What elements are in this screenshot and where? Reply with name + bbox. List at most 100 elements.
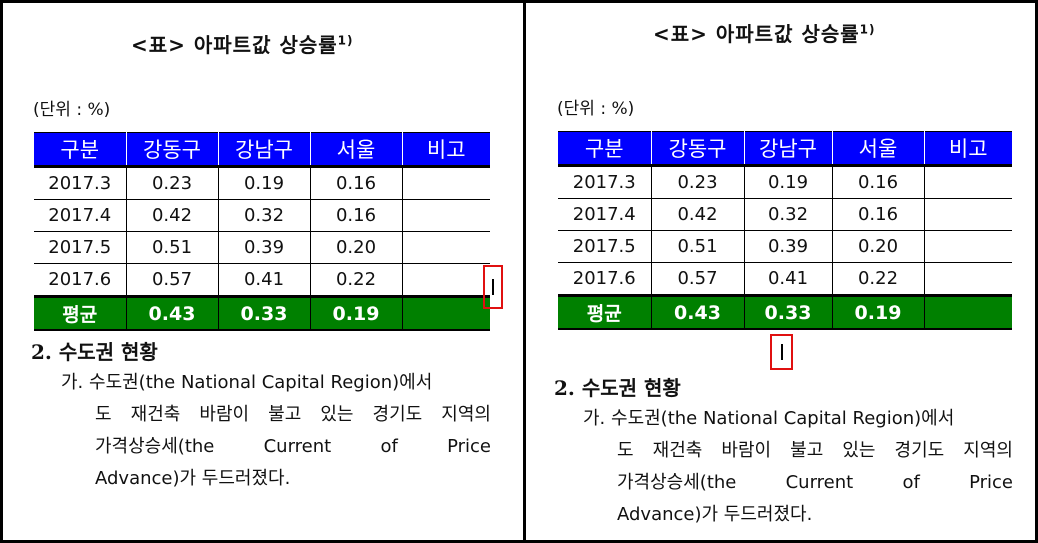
paragraph-line: 가. 수도권(the National Capital Region)에서	[583, 408, 955, 429]
text-cursor-icon	[781, 344, 783, 360]
text-cursor-icon	[492, 279, 494, 295]
table-cell[interactable]: 2017.4	[558, 198, 652, 231]
table-row: 2017.4 0.42 0.32 0.16	[558, 198, 1012, 231]
table-cell[interactable]: 0.20	[832, 230, 925, 263]
table-cell[interactable]	[924, 230, 1012, 263]
table-title: <표> 아파트값 상승률1)	[131, 29, 354, 58]
table-cell[interactable]	[402, 166, 490, 200]
header-cell: 구분	[558, 131, 652, 167]
table-cell[interactable]: 0.42	[126, 199, 219, 232]
table-cell[interactable]: 2017.4	[34, 199, 127, 232]
average-cell[interactable]: 0.19	[832, 294, 925, 330]
average-row: 평균 0.43 0.33 0.19	[558, 294, 1012, 330]
table-title-text: <표> 아파트값 상승률	[131, 33, 338, 57]
table-cell[interactable]	[924, 198, 1012, 231]
table-header-row: 구분 강동구 강남구 서울 비고	[34, 132, 490, 168]
header-cell: 강남구	[218, 132, 311, 168]
table-row: 2017.5 0.51 0.39 0.20	[34, 231, 490, 264]
table-title-text: <표> 아파트값 상승률	[653, 22, 860, 46]
table-cell[interactable]: 0.41	[744, 262, 833, 296]
table-cell[interactable]: 0.51	[651, 230, 745, 263]
table-cell[interactable]: 0.39	[744, 230, 833, 263]
paragraph-line: 가격상승세(the Current of Price	[95, 436, 491, 457]
table-cell[interactable]	[402, 263, 490, 297]
header-cell: 강남구	[744, 131, 833, 167]
table-cell[interactable]: 2017.5	[34, 231, 127, 264]
table-cell[interactable]: 0.16	[832, 198, 925, 231]
text-cursor-highlight[interactable]	[483, 265, 503, 309]
average-cell[interactable]: 0.43	[126, 295, 219, 331]
table-row: 2017.6 0.57 0.41 0.22	[558, 262, 1012, 296]
section-heading: 2. 수도권 현황	[554, 376, 681, 400]
section-paragraph: 가. 수도권(the National Capital Region)에서 도 …	[61, 367, 491, 495]
table-cell[interactable]: 0.32	[744, 198, 833, 231]
average-cell[interactable]: 0.33	[744, 294, 833, 330]
paragraph-line: 가. 수도권(the National Capital Region)에서	[61, 372, 433, 393]
table-cell[interactable]	[924, 165, 1012, 199]
table-cell[interactable]: 0.19	[744, 165, 833, 199]
average-cell[interactable]: 평균	[34, 295, 127, 331]
average-cell[interactable]: 0.19	[310, 295, 403, 331]
header-cell: 서울	[832, 131, 925, 167]
table-cell[interactable]: 0.16	[832, 165, 925, 199]
table-row: 2017.6 0.57 0.41 0.22	[34, 263, 490, 297]
table-cell[interactable]: 2017.3	[34, 166, 127, 200]
table-cell[interactable]: 0.16	[310, 199, 403, 232]
table-cell[interactable]: 0.23	[651, 165, 745, 199]
table-cell[interactable]: 2017.6	[558, 262, 652, 296]
paragraph-line: 도 재건축 바람이 불고 있는 경기도 지역의	[617, 440, 1013, 461]
average-cell[interactable]	[924, 294, 1012, 330]
right-panel: <표> 아파트값 상승률1) (단위 : %) 구분 강동구 강남구 서울 비고…	[523, 0, 1038, 543]
left-panel: <표> 아파트값 상승률1) (단위 : %) 구분 강동구 강남구 서울 비고…	[0, 0, 527, 543]
unit-label: (단위 : %)	[557, 99, 635, 119]
average-cell[interactable]: 0.33	[218, 295, 311, 331]
table-cell[interactable]: 0.23	[126, 166, 219, 200]
table-cell[interactable]: 0.16	[310, 166, 403, 200]
average-row: 평균 0.43 0.33 0.19	[34, 295, 490, 331]
average-cell[interactable]	[402, 295, 490, 331]
table-cell[interactable]: 0.22	[832, 262, 925, 296]
table-cell[interactable]: 0.42	[651, 198, 745, 231]
table-row: 2017.5 0.51 0.39 0.20	[558, 230, 1012, 263]
header-cell: 비고	[924, 131, 1012, 167]
unit-label: (단위 : %)	[33, 100, 111, 120]
text-cursor-highlight[interactable]	[770, 334, 793, 370]
table-cell[interactable]: 2017.5	[558, 230, 652, 263]
header-cell: 강동구	[651, 131, 745, 167]
table-cell[interactable]: 0.57	[651, 262, 745, 296]
table-title: <표> 아파트값 상승률1)	[653, 18, 876, 47]
table-row: 2017.3 0.23 0.19 0.16	[34, 166, 490, 200]
table-cell[interactable]	[924, 262, 1012, 296]
table-cell[interactable]: 0.41	[218, 263, 311, 297]
footnote-marker[interactable]: 1)	[337, 33, 354, 48]
footnote-marker[interactable]: 1)	[859, 22, 876, 37]
section-paragraph: 가. 수도권(the National Capital Region)에서 도 …	[583, 403, 1013, 531]
header-cell: 구분	[34, 132, 127, 168]
rate-table: 구분 강동구 강남구 서울 비고 2017.3 0.23 0.19 0.16 2…	[558, 131, 1012, 330]
table-cell[interactable]: 0.51	[126, 231, 219, 264]
table-header-row: 구분 강동구 강남구 서울 비고	[558, 131, 1012, 167]
table-cell[interactable]: 2017.3	[558, 165, 652, 199]
paragraph-line: Advance)가 두드러졌다.	[95, 468, 291, 489]
header-cell: 강동구	[126, 132, 219, 168]
header-cell: 비고	[402, 132, 490, 168]
rate-table: 구분 강동구 강남구 서울 비고 2017.3 0.23 0.19 0.16 2…	[34, 132, 490, 331]
paragraph-line: Advance)가 두드러졌다.	[617, 504, 813, 525]
table-cell[interactable]: 0.57	[126, 263, 219, 297]
table-row: 2017.3 0.23 0.19 0.16	[558, 165, 1012, 199]
table-cell[interactable]: 2017.6	[34, 263, 127, 297]
table-cell[interactable]	[402, 231, 490, 264]
table-cell[interactable]	[402, 199, 490, 232]
table-cell[interactable]: 0.39	[218, 231, 311, 264]
paragraph-line: 도 재건축 바람이 불고 있는 경기도 지역의	[95, 404, 491, 425]
paragraph-line: 가격상승세(the Current of Price	[617, 472, 1013, 493]
table-cell[interactable]: 0.32	[218, 199, 311, 232]
table-cell[interactable]: 0.19	[218, 166, 311, 200]
table-cell[interactable]: 0.20	[310, 231, 403, 264]
table-row: 2017.4 0.42 0.32 0.16	[34, 199, 490, 232]
average-cell[interactable]: 0.43	[651, 294, 745, 330]
header-cell: 서울	[310, 132, 403, 168]
section-heading: 2. 수도권 현황	[31, 340, 158, 364]
table-cell[interactable]: 0.22	[310, 263, 403, 297]
average-cell[interactable]: 평균	[558, 294, 652, 330]
